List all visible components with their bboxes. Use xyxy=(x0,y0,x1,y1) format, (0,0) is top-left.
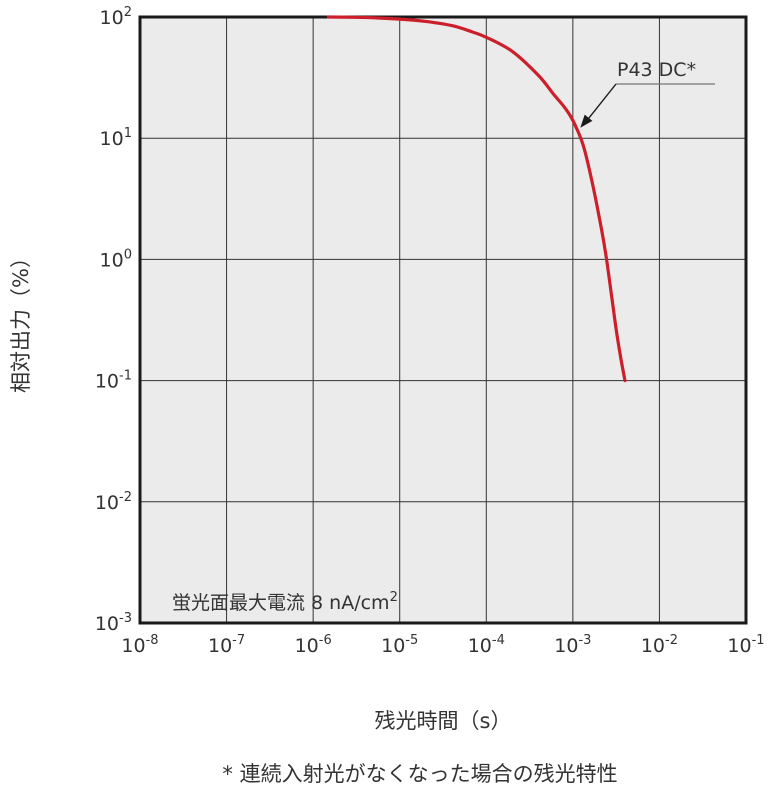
y-tick-label: 101 xyxy=(100,126,132,150)
x-tick-label: 10-7 xyxy=(208,633,245,657)
y-tick-exp: -3 xyxy=(119,611,132,626)
annotation-arrow-head xyxy=(580,114,593,128)
annotation-series-label: P43 DC* xyxy=(617,59,696,81)
y-tick-exp: 1 xyxy=(124,126,132,141)
y-tick-base: 10 xyxy=(95,371,119,393)
x-tick-label: 10-4 xyxy=(468,633,505,657)
annotation-current: 蛍光面最大電流 8 nA/cm2 xyxy=(172,590,398,614)
x-tick-exp: -6 xyxy=(319,633,332,648)
x-tick-label: 10-3 xyxy=(554,633,591,657)
y-tick-label: 10-3 xyxy=(95,611,132,635)
y-tick-label: 100 xyxy=(100,247,132,271)
x-tick-base: 10 xyxy=(641,635,665,657)
x-tick-label: 10-1 xyxy=(727,633,764,657)
y-tick-base: 10 xyxy=(100,7,124,29)
y-tick-label: 10-1 xyxy=(95,369,132,393)
y-tick-base: 10 xyxy=(100,128,124,150)
footnote: * 連続入射光がなくなった場合の残光特性 xyxy=(222,762,617,786)
annotation-leader-diagonal xyxy=(583,83,617,126)
x-axis-title: 残光時間（s） xyxy=(375,709,512,733)
x-tick-labels: 10-8 10-7 10-6 10-5 10-4 10-3 10-2 10-1 xyxy=(121,633,764,657)
x-tick-base: 10 xyxy=(468,635,492,657)
y-tick-base: 10 xyxy=(95,613,119,635)
x-tick-base: 10 xyxy=(121,635,145,657)
series-layer xyxy=(326,15,627,383)
x-tick-label: 10-8 xyxy=(121,633,158,657)
y-tick-exp: 2 xyxy=(124,5,132,20)
x-tick-base: 10 xyxy=(727,635,751,657)
annotation-current-sup: 2 xyxy=(390,590,398,605)
y-axis-title: 相対出力（%） xyxy=(9,247,33,393)
x-tick-exp: -5 xyxy=(405,633,418,648)
x-tick-label: 10-5 xyxy=(381,633,418,657)
x-tick-exp: -2 xyxy=(665,633,678,648)
y-tick-exp: -1 xyxy=(119,369,132,384)
plot-frame xyxy=(138,15,748,625)
y-tick-label: 10-2 xyxy=(95,490,132,514)
y-tick-exp: -2 xyxy=(119,490,132,505)
x-tick-exp: -4 xyxy=(492,633,505,648)
x-tick-base: 10 xyxy=(381,635,405,657)
x-tick-exp: -7 xyxy=(232,633,245,648)
x-tick-exp: -3 xyxy=(578,633,591,648)
series-line-p43 xyxy=(326,15,627,383)
plot-background xyxy=(140,17,746,623)
x-tick-base: 10 xyxy=(295,635,319,657)
x-tick-exp: -1 xyxy=(752,633,765,648)
y-tick-exp: 0 xyxy=(124,247,132,262)
x-tick-exp: -8 xyxy=(146,633,159,648)
y-tick-base: 10 xyxy=(95,492,119,514)
x-tick-label: 10-2 xyxy=(641,633,678,657)
x-tick-label: 10-6 xyxy=(295,633,332,657)
x-tick-base: 10 xyxy=(208,635,232,657)
x-tick-base: 10 xyxy=(554,635,578,657)
y-tick-label: 102 xyxy=(100,5,132,29)
y-tick-base: 10 xyxy=(100,249,124,271)
